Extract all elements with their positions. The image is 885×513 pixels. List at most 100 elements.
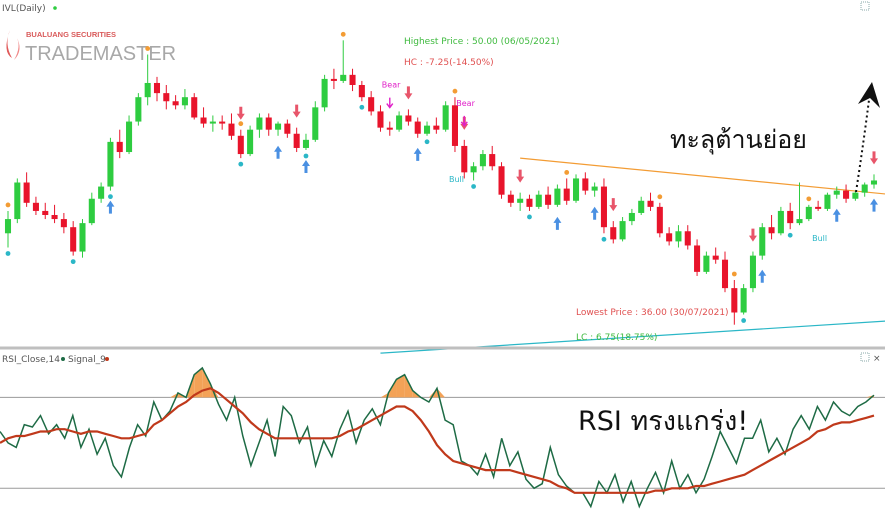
overbought-fill xyxy=(404,374,413,398)
breakout-annotation: ทะลุต้านย่อย xyxy=(670,125,807,155)
candle xyxy=(712,247,719,264)
candle-body xyxy=(377,111,384,128)
candle-body xyxy=(451,105,458,146)
candle-body xyxy=(88,198,95,224)
candle-body xyxy=(852,192,859,199)
candle-body xyxy=(312,107,319,140)
price-panel-title: IVL(Daily) xyxy=(2,4,46,14)
candle xyxy=(256,113,263,138)
candle xyxy=(340,40,347,83)
support-dot xyxy=(527,214,532,220)
candle-body xyxy=(4,219,12,234)
candle xyxy=(526,194,533,211)
candle xyxy=(275,121,282,136)
candle xyxy=(284,119,291,138)
panel-maximize-icon[interactable] xyxy=(860,1,870,11)
candle xyxy=(470,162,477,181)
candle xyxy=(870,174,878,189)
candle-body xyxy=(163,93,170,102)
candle-body xyxy=(340,74,347,81)
candle-body xyxy=(256,117,263,130)
candle-body xyxy=(815,206,822,209)
support-dot xyxy=(424,139,430,145)
buy-arrow-icon xyxy=(590,206,599,220)
candle xyxy=(32,196,39,215)
candle xyxy=(181,89,188,110)
candle xyxy=(545,186,552,209)
candle xyxy=(479,150,486,171)
candle-body xyxy=(228,123,235,136)
support-dot xyxy=(471,184,476,189)
candle xyxy=(777,206,784,236)
candle xyxy=(88,192,95,226)
candle xyxy=(610,221,617,244)
candle-body xyxy=(759,227,766,256)
candle xyxy=(507,190,514,207)
candle xyxy=(433,117,440,134)
support-dot xyxy=(601,236,607,242)
candle xyxy=(368,91,375,116)
rsi-panel-close-icon[interactable]: × xyxy=(873,354,881,364)
candle xyxy=(200,107,207,128)
rsi-annotation: RSI ทรงแกร่ง! xyxy=(578,406,748,437)
bear-arrow-icon xyxy=(460,115,468,128)
candle-body xyxy=(293,133,300,148)
candle xyxy=(805,204,812,222)
resistance-dot xyxy=(340,31,346,37)
candle-body xyxy=(656,206,663,234)
rsi-panel-maximize-icon[interactable] xyxy=(860,352,870,362)
candle-body xyxy=(144,82,151,98)
candle-body xyxy=(489,154,496,167)
candle-body xyxy=(386,127,393,130)
candle-body xyxy=(638,200,645,213)
candle xyxy=(498,162,505,199)
overbought-fill xyxy=(210,383,219,398)
candle-body xyxy=(135,97,142,122)
candle-body xyxy=(479,154,486,167)
candle-body xyxy=(843,190,850,199)
buy-arrow-icon xyxy=(553,216,562,230)
candle-body xyxy=(526,198,533,207)
buy-arrow-icon xyxy=(274,145,283,159)
candle-body xyxy=(600,186,607,228)
candle-body xyxy=(740,288,747,313)
candle-body xyxy=(433,125,440,130)
resistance-dot xyxy=(238,121,244,127)
rsi-panel: RSI_Close,14 Signal_9 × RSI ทรงแกร่ง! xyxy=(0,352,885,509)
highest-price-label: Highest Price : 50.00 (06/05/2021) xyxy=(404,37,560,47)
lowest-price-label: Lowest Price : 36.00 (30/07/2021) xyxy=(576,308,729,318)
candle-body xyxy=(610,227,617,240)
candle xyxy=(405,109,412,126)
candle-body xyxy=(405,115,412,122)
candle-body xyxy=(330,78,337,81)
candle xyxy=(172,95,179,110)
candle xyxy=(600,178,607,234)
candle-body xyxy=(98,186,105,199)
candle xyxy=(424,121,431,136)
candle xyxy=(60,212,67,234)
candle-body xyxy=(275,123,282,130)
candle-body xyxy=(517,198,524,203)
candle xyxy=(107,137,114,191)
candle xyxy=(209,115,216,132)
candle xyxy=(312,101,319,142)
candle xyxy=(461,139,468,179)
candle-body xyxy=(32,202,39,211)
rsi-panel-title: RSI_Close,14 xyxy=(2,355,60,365)
candle-body xyxy=(591,186,598,191)
candle-body xyxy=(647,200,654,207)
candle-body xyxy=(424,125,431,134)
candle xyxy=(824,192,831,211)
candle xyxy=(293,127,300,153)
candle xyxy=(144,54,151,106)
candle-body xyxy=(572,178,580,201)
candle-body xyxy=(805,206,812,220)
support-dot xyxy=(359,104,365,110)
candle-body xyxy=(470,166,477,173)
candle-body xyxy=(833,190,840,195)
candle xyxy=(153,76,161,102)
candle xyxy=(656,202,663,238)
resistance-trendline xyxy=(520,157,885,195)
candle-body xyxy=(712,255,719,260)
